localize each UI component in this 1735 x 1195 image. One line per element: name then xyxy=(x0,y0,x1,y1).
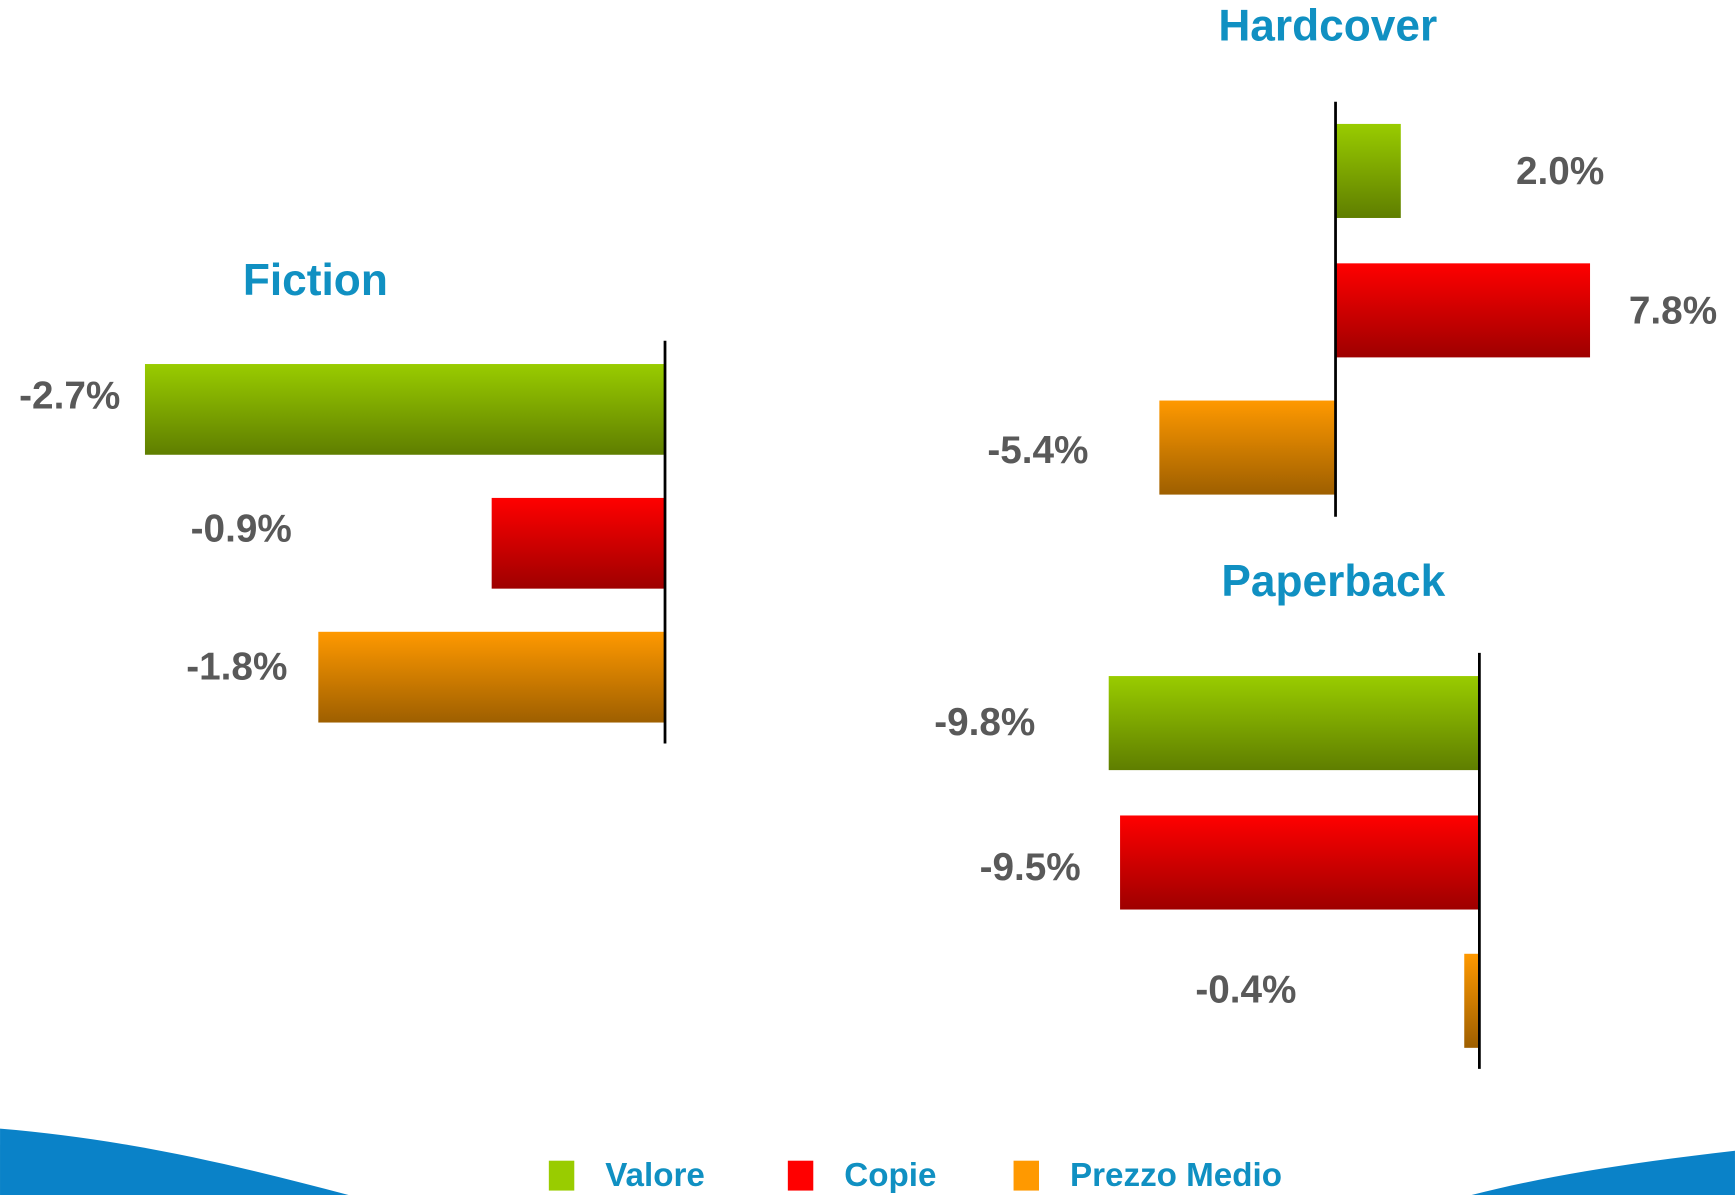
value-label: -1.8% xyxy=(186,646,287,689)
chart-title: Hardcover xyxy=(1218,1,1437,50)
value-label: 2.0% xyxy=(1516,150,1604,193)
value-label: -9.5% xyxy=(980,846,1081,889)
bar xyxy=(1464,953,1480,1048)
legend-label: Prezzo Medio xyxy=(1070,1157,1282,1194)
chart-title: Paperback xyxy=(1221,557,1445,606)
decor-swoosh xyxy=(1471,1150,1735,1195)
bar xyxy=(1120,815,1480,910)
bar xyxy=(1108,676,1480,771)
bar xyxy=(1335,123,1401,218)
value-label: 7.8% xyxy=(1629,289,1717,332)
legend-swatch xyxy=(1013,1160,1040,1191)
value-label: -0.4% xyxy=(1195,969,1296,1012)
bar xyxy=(144,364,666,455)
bar xyxy=(318,631,666,723)
bar xyxy=(1335,263,1591,358)
value-label: -9.8% xyxy=(934,701,1035,744)
value-label: -0.9% xyxy=(191,507,292,550)
legend-swatch xyxy=(548,1160,575,1191)
legend-label: Copie xyxy=(844,1157,936,1194)
legend-label: Valore xyxy=(605,1157,705,1194)
decor-swoosh xyxy=(0,1128,349,1195)
chart-title: Fiction xyxy=(243,256,388,305)
value-label: -2.7% xyxy=(19,375,120,418)
bar xyxy=(1159,400,1336,495)
value-label: -5.4% xyxy=(987,429,1088,472)
legend-swatch xyxy=(787,1160,814,1191)
bar xyxy=(491,497,666,589)
